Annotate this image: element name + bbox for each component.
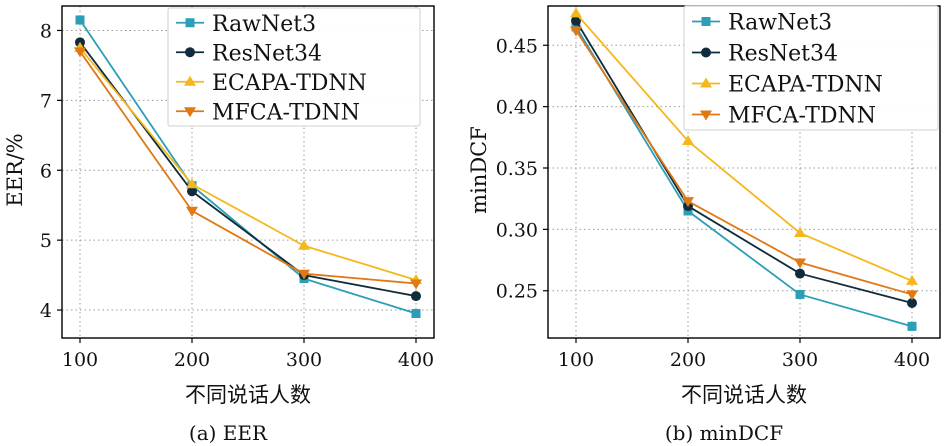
legend-label: ResNet34 bbox=[728, 42, 838, 67]
data-point bbox=[298, 269, 310, 280]
legend-label: ECAPA-TDNN bbox=[728, 73, 883, 98]
legend-marker bbox=[701, 17, 711, 26]
x-axis-label: 不同说话人数 bbox=[185, 383, 311, 407]
data-point bbox=[74, 47, 86, 58]
series-line bbox=[575, 30, 913, 296]
y-axis-label: minDCF bbox=[467, 126, 491, 214]
y-tick-label: 0.35 bbox=[496, 158, 538, 180]
chart-panel-mindcf: 100 200 300 400 0.25 0.30 0.35 0.40 0.45 minDCF 不同… bbox=[467, 5, 941, 445]
legend-box bbox=[167, 7, 421, 127]
legend-label: RawNet3 bbox=[212, 12, 316, 37]
x-tick-label: 100 bbox=[62, 349, 98, 371]
series-mfca-tdnn bbox=[570, 26, 918, 301]
data-point bbox=[187, 186, 197, 197]
series-line bbox=[575, 20, 913, 304]
legend-marker bbox=[184, 75, 196, 86]
series-line bbox=[79, 50, 417, 285]
y-tick-label: 0.45 bbox=[496, 35, 538, 57]
y-tick-label: 6 bbox=[40, 160, 52, 182]
data-point bbox=[682, 135, 694, 146]
legend-label: RawNet3 bbox=[728, 11, 832, 36]
legend-label: ResNet34 bbox=[212, 41, 322, 66]
y-tick-label: 8 bbox=[40, 20, 52, 42]
series-ecapa-tdnn bbox=[570, 7, 918, 285]
plot-frame bbox=[61, 5, 435, 339]
legend-label: MFCA-TDNN bbox=[212, 100, 360, 125]
data-point bbox=[186, 206, 198, 217]
x-tick-label: 200 bbox=[670, 349, 706, 371]
x-tick-label: 300 bbox=[782, 349, 818, 371]
data-point bbox=[907, 298, 917, 309]
data-point bbox=[906, 274, 918, 285]
data-point bbox=[570, 7, 582, 18]
legend-marker bbox=[700, 77, 712, 88]
data-point bbox=[906, 290, 918, 301]
legend-marker bbox=[184, 107, 196, 118]
data-point bbox=[907, 321, 917, 331]
legend-marker bbox=[701, 47, 711, 58]
y-tick-label: 0.25 bbox=[496, 281, 538, 303]
legend: RawNet3 ResNet34 ECAPA-TDNN MFCA-TDNN bbox=[683, 5, 939, 131]
series-line bbox=[575, 12, 913, 282]
legend-marker bbox=[700, 110, 712, 121]
data-point bbox=[795, 289, 805, 299]
y-tick-label: 0.30 bbox=[496, 219, 538, 241]
series-resnet34 bbox=[571, 15, 917, 309]
data-point bbox=[186, 178, 198, 189]
series-mfca-tdnn bbox=[74, 47, 422, 290]
y-tick-label: 7 bbox=[40, 90, 52, 112]
data-point bbox=[570, 26, 582, 37]
legend-label: MFCA-TDNN bbox=[728, 104, 876, 129]
y-tick-label: 5 bbox=[40, 230, 52, 252]
x-tick-label: 300 bbox=[286, 349, 322, 371]
chart-caption: (a) EER bbox=[189, 421, 268, 445]
y-tick-label: 4 bbox=[40, 300, 52, 322]
data-point bbox=[794, 258, 806, 269]
legend-marker bbox=[185, 18, 195, 28]
series-line bbox=[79, 47, 417, 281]
series-line bbox=[575, 26, 913, 328]
data-point bbox=[298, 239, 310, 250]
data-point bbox=[411, 309, 421, 319]
legend-label: ECAPA-TDNN bbox=[212, 71, 367, 96]
chart-panel-eer: 100 200 300 400 4 5 6 7 8 EER/% 不同说话人数 (a) EER RawNe… bbox=[3, 5, 435, 445]
x-tick-label: 100 bbox=[558, 349, 594, 371]
chart-caption: (b) minDCF bbox=[665, 421, 783, 445]
x-axis-label: 不同说话人数 bbox=[681, 383, 807, 407]
x-tick-label: 400 bbox=[894, 349, 930, 371]
y-axis-label: EER/% bbox=[3, 133, 27, 207]
data-point bbox=[75, 15, 85, 25]
data-point bbox=[795, 268, 805, 279]
legend-box bbox=[683, 5, 939, 131]
data-point bbox=[794, 227, 806, 238]
x-tick-label: 400 bbox=[398, 349, 434, 371]
legend-marker bbox=[185, 47, 195, 58]
x-tick-label: 200 bbox=[174, 349, 210, 371]
y-tick-label: 0.40 bbox=[496, 97, 538, 119]
data-point bbox=[410, 279, 422, 290]
data-point bbox=[571, 15, 581, 26]
data-point bbox=[682, 197, 694, 208]
data-point bbox=[411, 291, 421, 302]
legend: RawNet3 ResNet34 ECAPA-TDNN MFCA-TDNN bbox=[167, 7, 421, 127]
